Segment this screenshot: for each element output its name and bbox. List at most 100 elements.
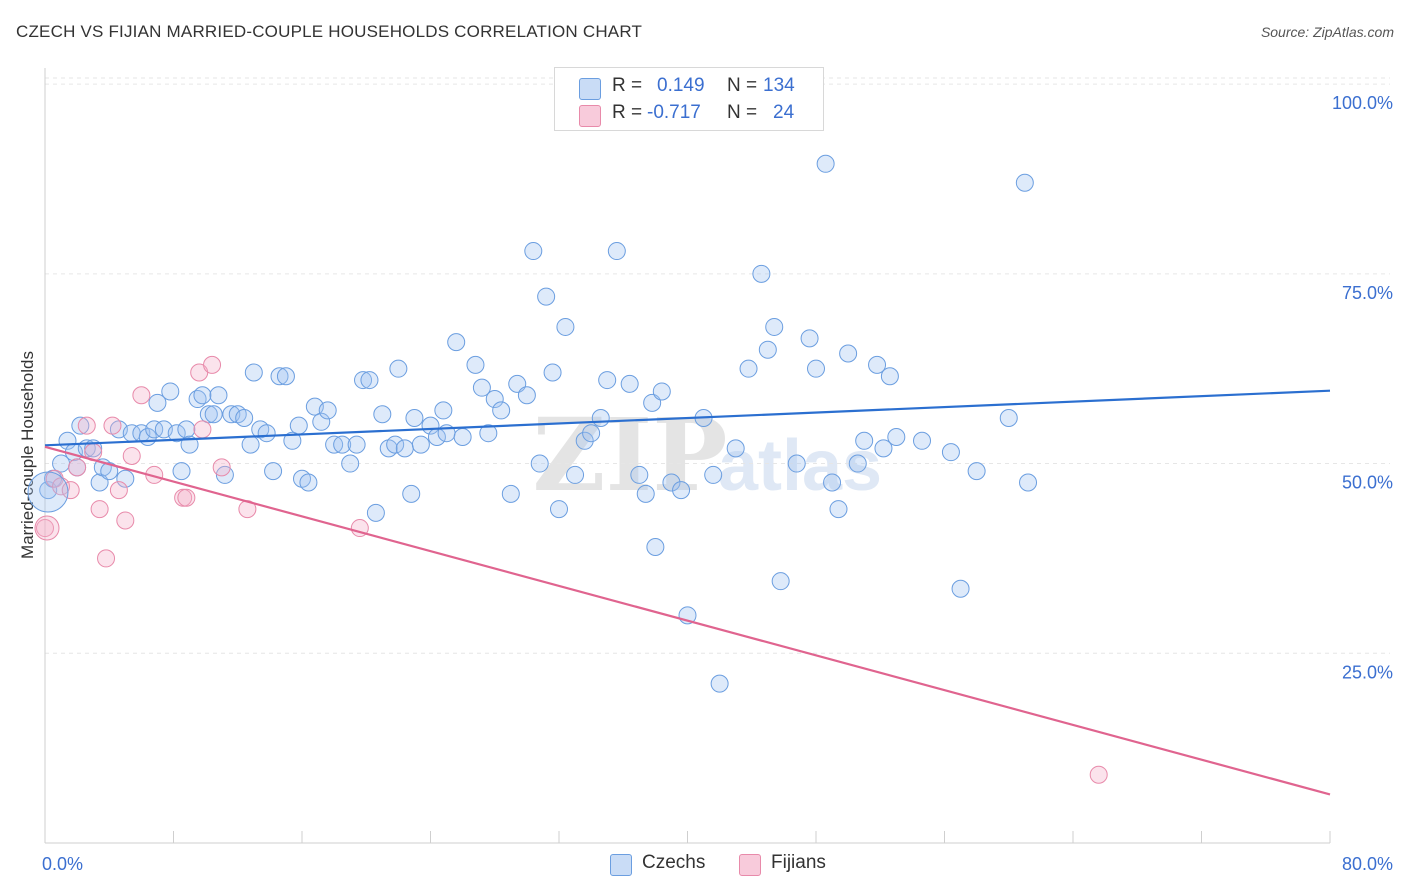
czech-point	[710, 674, 729, 693]
czech-point-large	[27, 471, 69, 513]
czech-point	[360, 371, 379, 390]
czech-point	[582, 424, 601, 443]
czech-point	[318, 401, 337, 420]
czech-point	[347, 435, 366, 454]
czech-point	[575, 431, 594, 450]
czech-point	[395, 439, 414, 458]
czech-point	[100, 462, 119, 481]
czech-point	[472, 378, 491, 397]
y-tick-label: 75.0%	[1342, 283, 1393, 303]
czech-point	[636, 484, 655, 503]
czech-point	[1019, 473, 1038, 492]
czech-point	[167, 424, 186, 443]
chart-title: CZECH VS FIJIAN MARRIED-COUPLE HOUSEHOLD…	[16, 22, 643, 41]
czech-point	[829, 500, 848, 519]
czech-point	[739, 359, 758, 378]
czech-point	[204, 405, 223, 424]
czech-point	[264, 462, 283, 481]
czech-point	[241, 435, 260, 454]
czech-point	[967, 462, 986, 481]
czechs-swatch-icon	[579, 78, 601, 100]
czech-point	[161, 382, 180, 401]
czech-point	[116, 469, 135, 488]
czech-point	[354, 371, 373, 390]
fijian-point	[1089, 765, 1108, 784]
czech-point	[411, 435, 430, 454]
czech-point	[366, 503, 385, 522]
czech-point	[662, 473, 681, 492]
czech-point	[453, 427, 472, 446]
fijian-point	[193, 420, 212, 439]
czech-point	[874, 439, 893, 458]
czech-point	[145, 420, 164, 439]
fijian-point	[103, 416, 122, 435]
czech-point	[312, 412, 331, 431]
czech-point	[283, 431, 302, 450]
czech-point	[620, 374, 639, 393]
czech-point	[855, 431, 874, 450]
watermark-atlas: atlas	[718, 426, 882, 506]
czech-point	[816, 154, 835, 173]
y-tick-label: 50.0%	[1342, 473, 1393, 493]
czech-point	[807, 359, 825, 378]
czech-point	[257, 424, 276, 443]
czech-point	[913, 431, 932, 450]
czech-point	[177, 420, 196, 439]
czech-point	[148, 393, 167, 412]
czech-point	[646, 538, 665, 557]
czech-point	[537, 287, 556, 306]
stats-legend: R = 0.149 N = 134 R = -0.717 N = 24	[554, 67, 824, 131]
czech-point	[434, 401, 453, 420]
czech-point	[209, 386, 228, 405]
czech-point	[652, 382, 671, 401]
fijian-point	[203, 355, 222, 374]
fijian-point	[109, 481, 128, 500]
czech-point	[530, 454, 549, 473]
czech-point	[771, 572, 790, 591]
czech-point	[405, 409, 424, 428]
fijian-point	[90, 500, 109, 519]
czech-point	[373, 405, 392, 424]
czechs-n-value: 134	[763, 75, 795, 96]
czech-point	[800, 329, 819, 348]
czech-point	[492, 401, 511, 420]
czech-point	[787, 454, 806, 473]
fijians-r-value: -0.717	[647, 102, 701, 123]
czech-trend-line	[44, 389, 1331, 447]
r-label: R =	[612, 75, 643, 96]
czech-point	[880, 367, 899, 386]
czech-point	[299, 473, 318, 492]
czech-point	[839, 344, 858, 363]
czech-point	[887, 427, 906, 446]
fijians-legend-label: Fijians	[771, 852, 826, 873]
czech-point	[386, 435, 405, 454]
czech-point	[999, 409, 1018, 428]
fijians-swatch-icon	[579, 105, 601, 127]
czech-point	[543, 363, 562, 382]
czech-point	[556, 317, 575, 336]
fijian-point	[116, 511, 135, 530]
chart-source: Source: ZipAtlas.com	[1260, 24, 1394, 40]
fijian-point	[177, 488, 196, 507]
fijian-point	[122, 446, 141, 465]
czech-point	[235, 409, 254, 428]
czech-point	[289, 416, 308, 435]
fijian-point	[68, 458, 87, 477]
czechs-legend-label: Czechs	[642, 852, 706, 873]
czech-point	[402, 484, 421, 503]
czech-point	[501, 484, 520, 503]
czech-point	[591, 409, 610, 428]
fijians-legend-icon	[739, 854, 761, 876]
czech-point	[333, 435, 352, 454]
czechs-legend-icon	[610, 854, 632, 876]
czech-point	[193, 386, 212, 405]
czech-point	[485, 390, 504, 409]
czech-point	[630, 465, 649, 484]
fijian-point	[77, 416, 96, 435]
fijian-trend-line	[44, 445, 1331, 796]
czech-point	[270, 367, 289, 386]
czech-point	[276, 367, 295, 386]
czech-point	[389, 359, 408, 378]
n-label: N =	[727, 75, 758, 96]
czech-point	[550, 500, 568, 519]
